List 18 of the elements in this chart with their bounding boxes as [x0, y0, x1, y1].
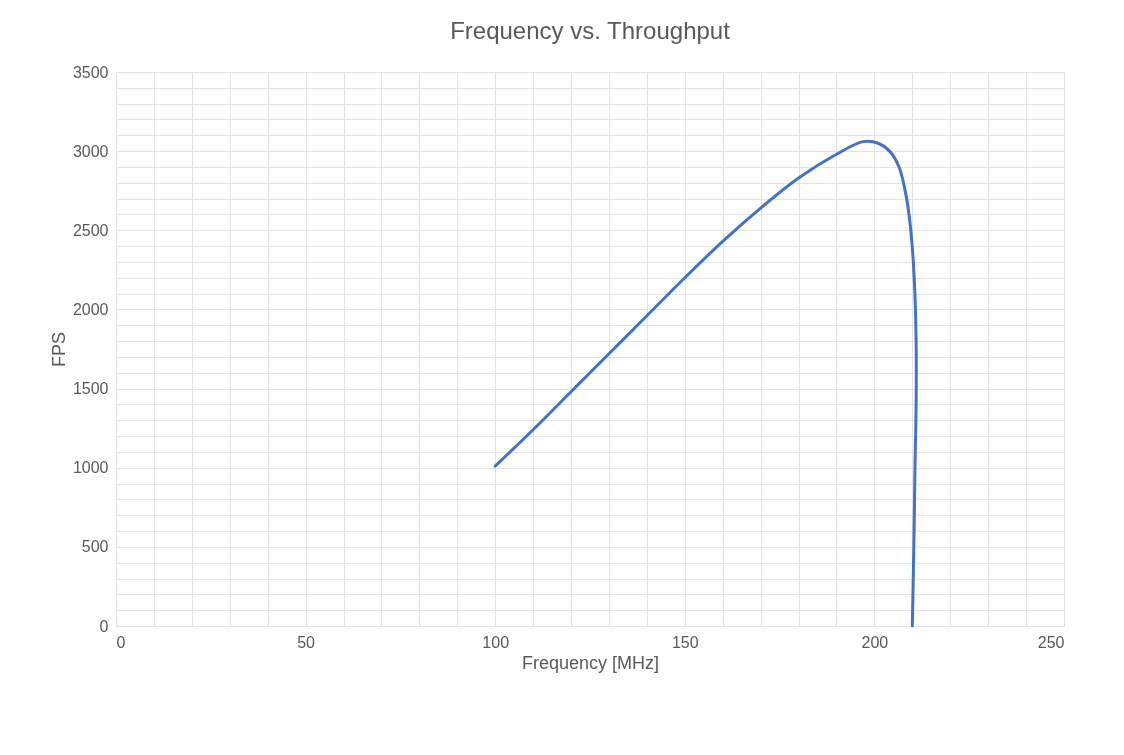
chart-title: Frequency vs. Throughput — [450, 17, 731, 44]
x-tick-label: 250 — [1037, 633, 1065, 651]
x-axis-title: Frequency [MHz] — [521, 652, 660, 673]
line-series — [493, 139, 918, 628]
y-axis-title: FPS — [48, 331, 69, 368]
x-tick-label: 150 — [671, 633, 699, 651]
y-tick-label: 500 — [81, 538, 109, 556]
x-tick-label: 50 — [297, 633, 316, 651]
y-tick-label: 3000 — [72, 142, 109, 160]
y-tick-label: 1500 — [72, 380, 109, 398]
x-tick-label: 100 — [482, 633, 510, 651]
y-tick-label: 2000 — [72, 300, 109, 318]
y-tick-label: 1000 — [72, 459, 109, 477]
y-tick-label: 2500 — [72, 221, 109, 239]
x-tick-label: 0 — [116, 633, 126, 651]
y-tick-label: 3500 — [72, 63, 109, 81]
y-tick-label: 0 — [99, 617, 109, 635]
x-tick-label: 200 — [861, 633, 889, 651]
